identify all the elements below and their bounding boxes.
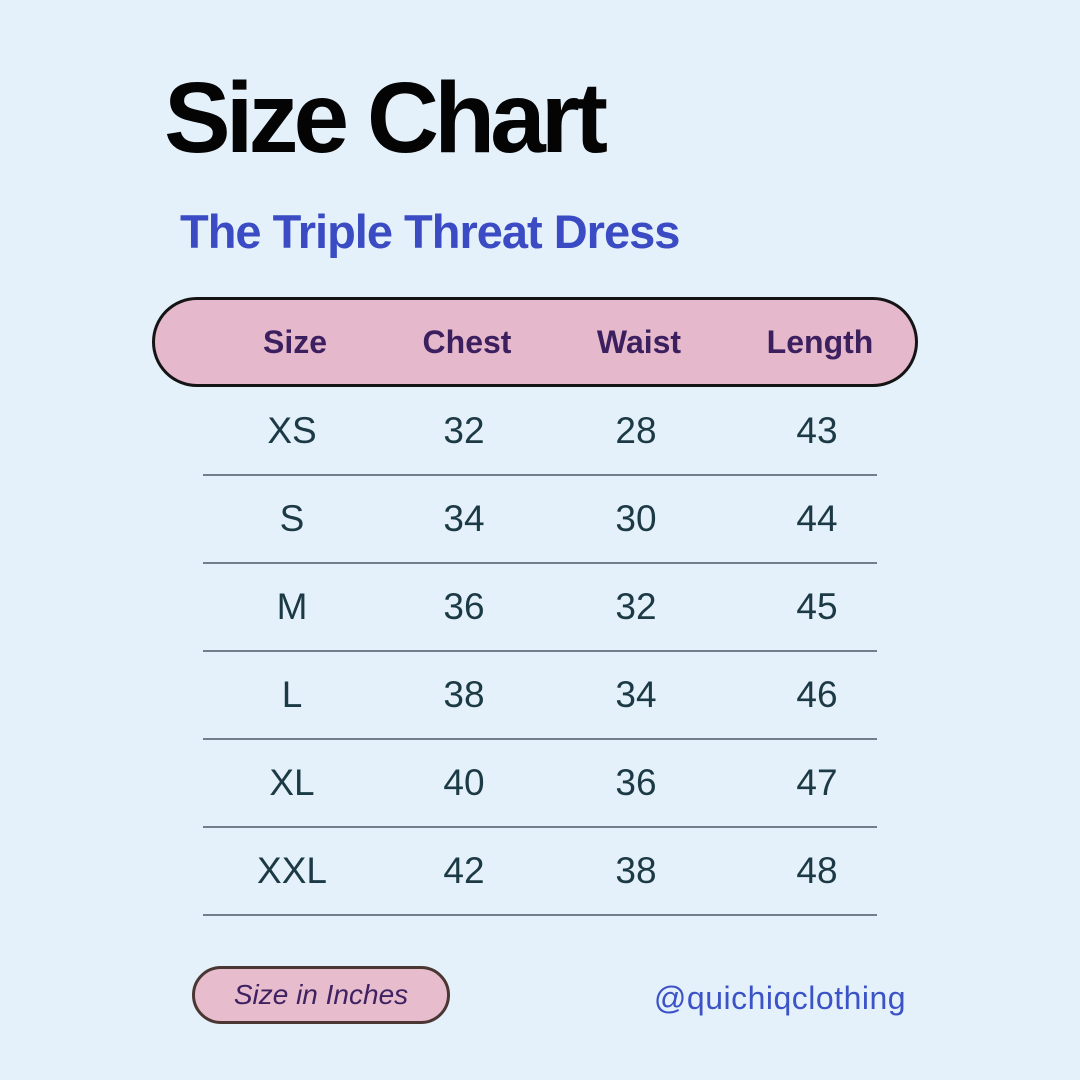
column-header-waist: Waist	[596, 323, 682, 360]
row-divider	[203, 562, 877, 564]
row-divider	[203, 650, 877, 652]
cell-length: 46	[796, 674, 838, 715]
cell-chest: 40	[443, 762, 485, 803]
size-table-body: XS 32 28 43 S 34 30 44 M 36 32 45 L 38 3…	[152, 388, 918, 916]
table-row-xs: XS 32 28 43	[152, 388, 918, 474]
table-row-xxl: XXL 42 38 48	[152, 828, 918, 914]
cell-length: 43	[796, 410, 838, 451]
cell-waist: 28	[615, 410, 657, 451]
table-row-s: S 34 30 44	[152, 476, 918, 562]
cell-chest: 38	[443, 674, 485, 715]
cell-waist: 34	[615, 674, 657, 715]
cell-length: 44	[796, 498, 838, 539]
page-title: Size Chart	[164, 62, 608, 174]
column-header-size: Size	[262, 323, 328, 360]
cell-size: XL	[269, 762, 315, 803]
table-row-m: M 36 32 45	[152, 564, 918, 650]
unit-note-pill: Size in Inches	[192, 966, 450, 1024]
cell-waist: 30	[615, 498, 657, 539]
social-handle: @quichiqclothing	[653, 980, 907, 1016]
table-row-l: L 38 34 46	[152, 652, 918, 738]
row-divider	[203, 826, 877, 828]
cell-size: XXL	[257, 850, 327, 891]
cell-chest: 42	[443, 850, 485, 891]
unit-note-label: Size in Inches	[233, 979, 409, 1010]
row-divider	[203, 738, 877, 740]
cell-chest: 36	[443, 586, 485, 627]
cell-waist: 38	[615, 850, 657, 891]
table-row-xl: XL 40 36 47	[152, 740, 918, 826]
cell-chest: 32	[443, 410, 485, 451]
cell-size: M	[276, 586, 308, 627]
cell-length: 45	[796, 586, 838, 627]
column-header-chest: Chest	[422, 323, 512, 360]
cell-size: L	[281, 674, 303, 715]
table-header-pill: Size Chest Waist Length	[152, 297, 918, 387]
cell-length: 48	[796, 850, 838, 891]
cell-size: XS	[267, 410, 317, 451]
cell-chest: 34	[443, 498, 485, 539]
cell-waist: 32	[615, 586, 657, 627]
row-divider	[203, 474, 877, 476]
cell-waist: 36	[615, 762, 657, 803]
product-subtitle: The Triple Threat Dress	[180, 205, 680, 258]
cell-length: 47	[796, 762, 838, 803]
cell-size: S	[279, 498, 305, 539]
row-divider	[203, 914, 877, 916]
column-header-length: Length	[766, 323, 874, 360]
